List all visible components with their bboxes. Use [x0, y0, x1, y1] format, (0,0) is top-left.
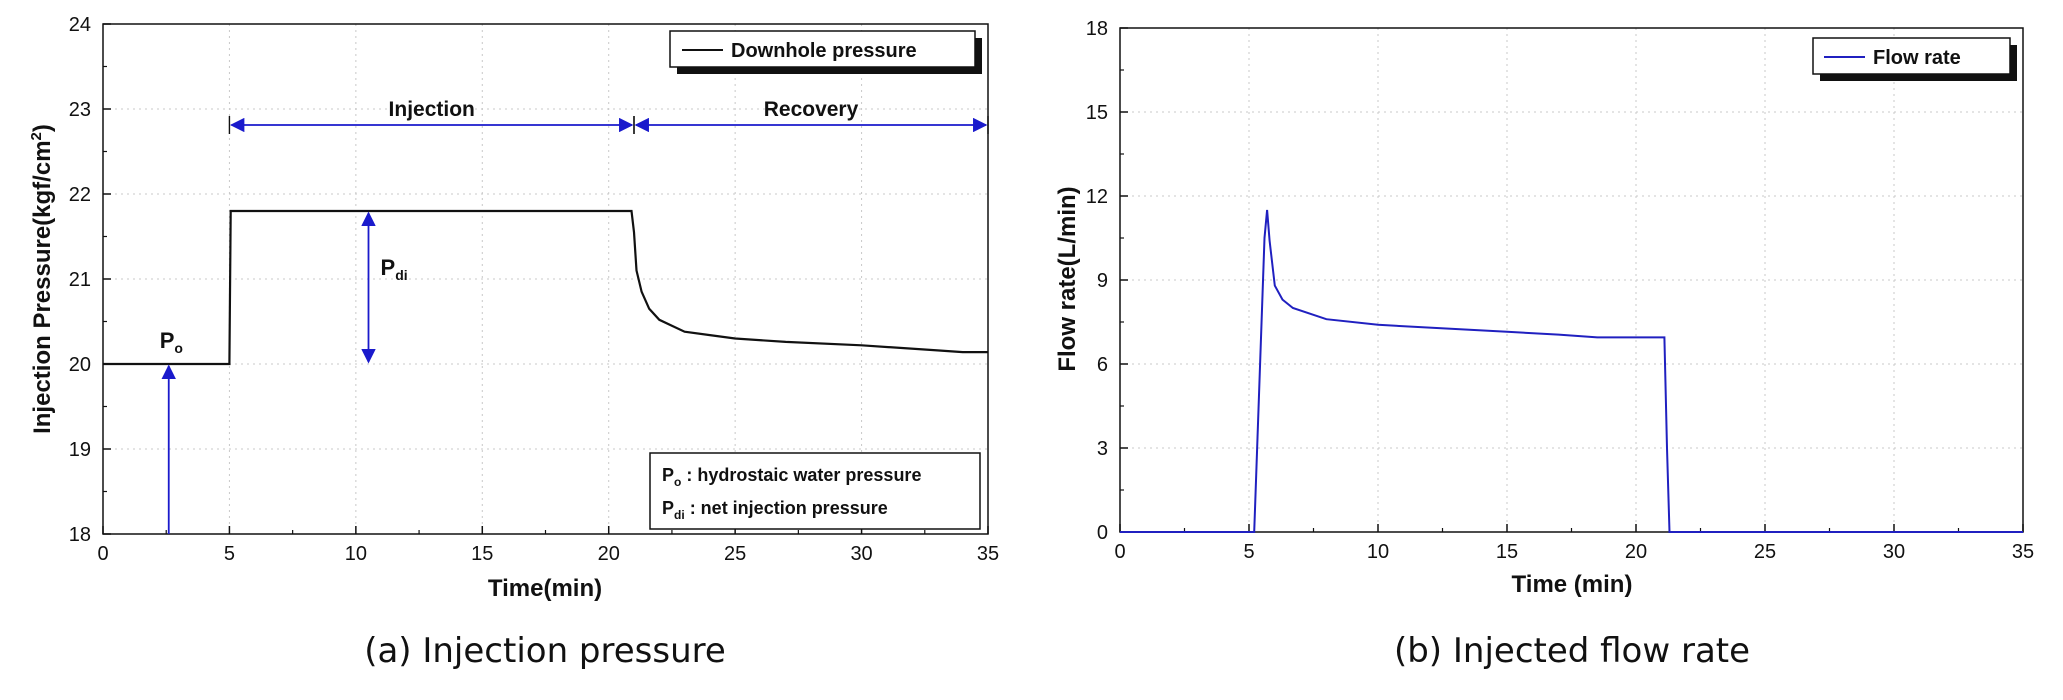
x-tick-label: 15 — [1496, 541, 1518, 563]
chart-a-note-box: Po : hydrostaic water pressure Pdi : net… — [649, 452, 981, 530]
chart-b-x-tick-labels: 0 5 10 15 20 25 30 35 — [1114, 541, 2034, 563]
x-tick-label: 10 — [1367, 541, 1389, 563]
chart-b: 0 5 10 15 20 25 30 35 0 3 6 9 12 15 18 Flow rate Time… — [1054, 18, 2034, 671]
x-tick-label: 20 — [1625, 541, 1647, 563]
y-tick-label: 23 — [69, 99, 91, 121]
chart-a-legend: Downhole pressure — [669, 30, 982, 74]
y-tick-label: 21 — [69, 269, 91, 291]
chart-a-series-downhole-pressure — [103, 209, 988, 366]
x-tick-label: 15 — [471, 543, 493, 565]
chart-a-x-tick-labels: 0 5 10 15 20 25 30 35 — [97, 543, 999, 565]
x-tick-label: 5 — [1243, 541, 1254, 563]
y-tick-label: 20 — [69, 354, 91, 376]
y-tick-label: 24 — [69, 14, 91, 36]
y-tick-label: 12 — [1086, 186, 1108, 208]
chart-a-y-axis-title: Injection Pressure(kgf/cm2) — [28, 124, 56, 434]
y-tick-label: 3 — [1097, 438, 1108, 460]
note-po: Po : hydrostaic water pressure — [662, 465, 921, 489]
phase-label: Injection — [389, 98, 475, 121]
x-tick-label: 25 — [1754, 541, 1776, 563]
y-tick-label: 18 — [69, 524, 91, 546]
chart-a: 0 5 10 15 20 25 30 35 18 19 20 21 22 23 24 Injection R… — [28, 14, 999, 671]
y-tick-label: 19 — [69, 439, 91, 461]
chart-a-x-axis-title: Time(min) — [488, 575, 602, 602]
y-tick-label: 0 — [1097, 522, 1108, 544]
x-tick-label: 25 — [724, 543, 746, 565]
y-tick-label: 6 — [1097, 354, 1108, 376]
pdi-label: Pdi — [381, 255, 408, 283]
x-tick-label: 30 — [1883, 541, 1905, 563]
note-pdi: Pdi : net injection pressure — [662, 498, 888, 522]
chart-b-x-axis-title: Time (min) — [1512, 571, 1633, 598]
legend-label-flow-rate: Flow rate — [1873, 47, 1961, 69]
chart-b-grid — [1120, 28, 2023, 532]
x-tick-label: 0 — [1114, 541, 1125, 563]
x-tick-label: 35 — [2012, 541, 2034, 563]
chart-b-legend: Flow rate — [1812, 37, 2017, 81]
po-label: Po — [160, 328, 183, 356]
chart-a-y-tick-labels: 18 19 20 21 22 23 24 — [69, 14, 91, 546]
chart-b-y-axis-title: Flow rate(L/min) — [1054, 186, 1081, 371]
phase-label: Recovery — [764, 98, 859, 121]
x-tick-label: 30 — [850, 543, 872, 565]
legend-label-downhole-pressure: Downhole pressure — [731, 40, 917, 62]
x-tick-label: 5 — [224, 543, 235, 565]
x-tick-label: 20 — [598, 543, 620, 565]
y-tick-label: 22 — [69, 184, 91, 206]
y-tick-label: 9 — [1097, 270, 1108, 292]
chart-a-caption: (a) Injection pressure — [364, 631, 726, 671]
note-box-frame — [649, 452, 981, 530]
chart-b-series-flow-rate — [1120, 209, 2023, 533]
chart-a-grid — [103, 24, 988, 534]
y-tick-label: 15 — [1086, 102, 1108, 124]
chart-b-y-tick-labels: 0 3 6 9 12 15 18 — [1086, 18, 1108, 544]
x-tick-label: 35 — [977, 543, 999, 565]
y-tick-label: 18 — [1086, 18, 1108, 40]
chart-b-caption: (b) Injected flow rate — [1394, 631, 1750, 671]
x-tick-label: 10 — [345, 543, 367, 565]
x-tick-label: 0 — [97, 543, 108, 565]
chart-a-phase-arrows: Injection Recovery — [228, 98, 989, 134]
